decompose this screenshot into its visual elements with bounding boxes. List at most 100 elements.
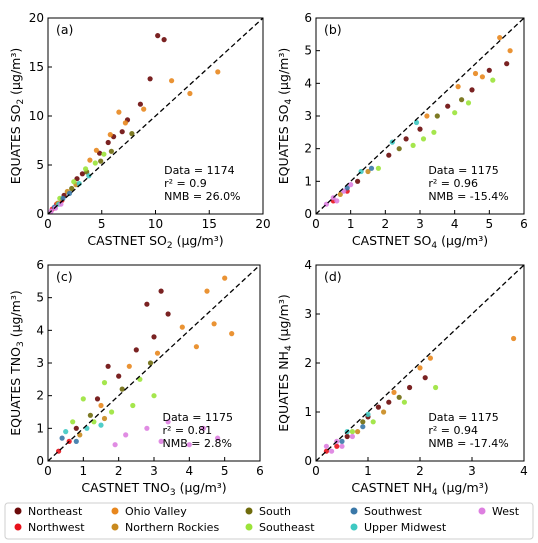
stats-line: NMB = -17.4%: [428, 437, 508, 450]
data-point: [375, 404, 381, 410]
data-point: [141, 106, 147, 112]
data-point: [403, 136, 409, 142]
x-tick-label: 2: [382, 217, 390, 231]
legend-label: Northwest: [28, 521, 85, 534]
data-point: [112, 442, 118, 448]
data-point: [158, 288, 164, 294]
x-tick-label: 3: [416, 217, 424, 231]
panel-label: (a): [56, 22, 73, 37]
y-tick-label: 2: [36, 389, 44, 403]
legend-marker: [478, 507, 486, 515]
x-axis-label: CASTNET SO2 (μg/m³): [87, 233, 223, 251]
data-point: [165, 311, 171, 317]
x-axis-label: CASTNET TNO3 (μg/m³): [81, 480, 226, 498]
data-point: [108, 148, 114, 154]
one-to-one-line: [315, 264, 525, 462]
y-tick-label: 5: [304, 44, 312, 58]
data-point: [101, 380, 108, 386]
data-point: [211, 321, 217, 327]
data-point: [334, 198, 340, 204]
data-point: [490, 77, 496, 83]
data-point: [93, 147, 99, 153]
data-point: [79, 171, 85, 177]
y-tick-label: 20: [29, 11, 44, 25]
one-to-one-line: [47, 264, 261, 462]
one-to-one-line: [47, 17, 264, 215]
x-tick-label: 10: [148, 217, 163, 231]
y-tick-label: 2: [304, 356, 312, 370]
x-tick-label: 1: [80, 464, 88, 478]
data-point: [365, 168, 371, 175]
data-point: [424, 113, 430, 119]
data-point: [413, 119, 420, 126]
y-tick-label: 3: [36, 356, 44, 370]
x-axis-label: CASTNET SO4 (μg/m³): [352, 233, 488, 251]
data-point: [355, 429, 361, 435]
x-tick-label: 2: [115, 464, 123, 478]
x-tick-label: 3: [468, 464, 476, 478]
legend-label: Southeast: [259, 521, 315, 534]
data-point: [486, 67, 492, 73]
data-point: [193, 344, 199, 350]
data-point: [101, 151, 107, 157]
data-point: [334, 443, 340, 449]
data-point: [122, 120, 128, 126]
data-point: [434, 113, 440, 119]
data-point: [472, 70, 479, 77]
legend-label: West: [492, 505, 520, 518]
legend-marker: [14, 523, 22, 531]
legend-item: Upper Midwest: [350, 521, 447, 534]
y-tick-label: 5: [36, 291, 44, 305]
data-point: [154, 350, 161, 356]
data-point: [94, 396, 101, 402]
stats-line: NMB = -15.4%: [428, 190, 508, 203]
data-point: [396, 394, 402, 400]
legend-label: Southwest: [364, 505, 422, 518]
legend-label: Ohio Valley: [125, 505, 187, 518]
data-point: [391, 389, 397, 395]
data-point: [431, 129, 437, 135]
data-point: [116, 373, 122, 379]
data-points: [323, 35, 513, 207]
y-tick-label: 0: [304, 454, 312, 468]
data-points: [323, 335, 517, 454]
legend-marker: [245, 507, 253, 515]
y-tick-label: 3: [304, 307, 312, 321]
data-point: [137, 101, 143, 107]
y-axis-label: EQUATES SO2 (μg/m³): [8, 48, 26, 184]
legend-label: South: [259, 505, 291, 518]
x-tick-label: 6: [520, 217, 528, 231]
data-point: [63, 429, 69, 435]
data-point: [87, 157, 93, 163]
y-axis-label: EQUATES SO4 (μg/m³): [276, 48, 294, 184]
data-point: [204, 288, 210, 294]
data-point: [229, 331, 235, 337]
y-tick-label: 4: [304, 258, 312, 272]
x-tick-label: 20: [255, 217, 270, 231]
data-point: [109, 409, 115, 415]
legend: Northeast Northwest Ohio Valley Northern Ro…: [4, 502, 534, 540]
data-point: [507, 48, 513, 54]
data-point: [73, 438, 79, 444]
legend-item: Northern Rockies: [111, 521, 219, 534]
data-point: [80, 396, 86, 402]
panel-label: (b): [324, 22, 342, 37]
legend-item: Northeast: [14, 505, 83, 518]
data-point: [407, 384, 413, 391]
data-point: [427, 355, 433, 361]
y-tick-label: 4: [36, 323, 44, 337]
panel-label: (d): [324, 269, 342, 284]
data-point: [433, 384, 439, 391]
x-tick-label: 5: [98, 217, 106, 231]
legend-label: Northeast: [28, 505, 83, 518]
legend-item: Southwest: [350, 505, 422, 518]
y-tick-label: 0: [36, 207, 44, 221]
x-tick-label: 15: [202, 217, 217, 231]
data-point: [69, 185, 75, 192]
data-point: [222, 275, 228, 281]
data-point: [349, 433, 355, 440]
legend-marker: [111, 523, 119, 531]
